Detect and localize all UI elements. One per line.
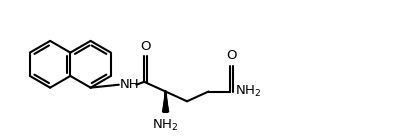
Text: NH$_2$: NH$_2$ bbox=[235, 84, 261, 99]
Text: NH: NH bbox=[120, 78, 140, 91]
Polygon shape bbox=[162, 92, 169, 112]
Text: NH$_2$: NH$_2$ bbox=[153, 118, 179, 133]
Text: O: O bbox=[140, 40, 151, 53]
Text: O: O bbox=[226, 49, 237, 62]
